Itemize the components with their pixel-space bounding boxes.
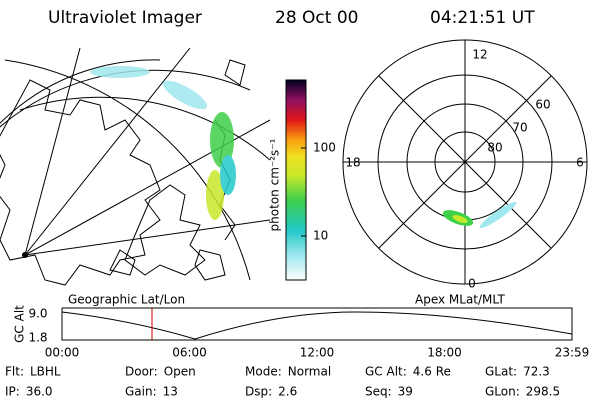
polar-label: Apex MLat/MLT <box>415 293 505 307</box>
field-value: 13 <box>163 385 178 399</box>
colorbar-tick-label: 100 <box>313 141 336 155</box>
mlt-label: 0 <box>468 277 476 291</box>
field-label: Flt: <box>5 365 24 379</box>
altitude-frame <box>61 307 573 341</box>
field-value: 36.0 <box>26 385 53 399</box>
lat-label: 80 <box>487 141 502 155</box>
field-label: GC Alt: <box>365 365 407 379</box>
colorbar-tick-label: 10 <box>313 229 328 243</box>
title: Ultraviolet Imager <box>48 8 202 28</box>
field-label: Dsp: <box>245 385 272 399</box>
field-value: 72.3 <box>523 365 550 379</box>
date: 28 Oct 00 <box>275 8 358 28</box>
altitude-tick-label: 1.8 <box>28 331 47 345</box>
time-label: 00:00 <box>45 346 80 360</box>
time-label: 23:59 <box>555 346 590 360</box>
field-value: 4.6 Re <box>413 365 451 379</box>
field-label: GLat: <box>485 365 517 379</box>
field-value: 39 <box>398 385 413 399</box>
field-label: GLon: <box>485 385 520 399</box>
mlt-label: 6 <box>576 156 584 170</box>
time-label: 18:00 <box>427 346 462 360</box>
field-value: Open <box>164 365 196 379</box>
map-label: Geographic Lat/Lon <box>68 293 185 307</box>
field-label: Seq: <box>365 385 392 399</box>
altitude-axis-label: GC Alt <box>13 305 27 343</box>
time: 04:21:51 UT <box>430 8 535 28</box>
colorbar-label: photon cm⁻²s⁻¹ <box>268 138 282 231</box>
field-value: 298.5 <box>526 385 560 399</box>
lat-label: 70 <box>512 121 527 135</box>
field-value: Normal <box>288 365 331 379</box>
time-label: 06:00 <box>172 346 207 360</box>
field-label: Gain: <box>125 385 157 399</box>
lat-label: 60 <box>535 98 550 112</box>
polar-grid <box>342 39 588 285</box>
geo-map <box>0 48 270 286</box>
time-label: 12:00 <box>300 346 335 360</box>
mlt-label: 18 <box>345 156 360 170</box>
field-label: Door: <box>125 365 158 379</box>
colorbar <box>285 79 307 281</box>
mlt-label: 12 <box>472 48 487 62</box>
field-label: IP: <box>5 385 20 399</box>
altitude-curve <box>61 311 573 340</box>
altitude-tick-label: 9.0 <box>28 307 47 321</box>
field-label: Mode: <box>245 365 282 379</box>
field-value: 2.6 <box>278 385 297 399</box>
field-value: LBHL <box>30 365 61 379</box>
